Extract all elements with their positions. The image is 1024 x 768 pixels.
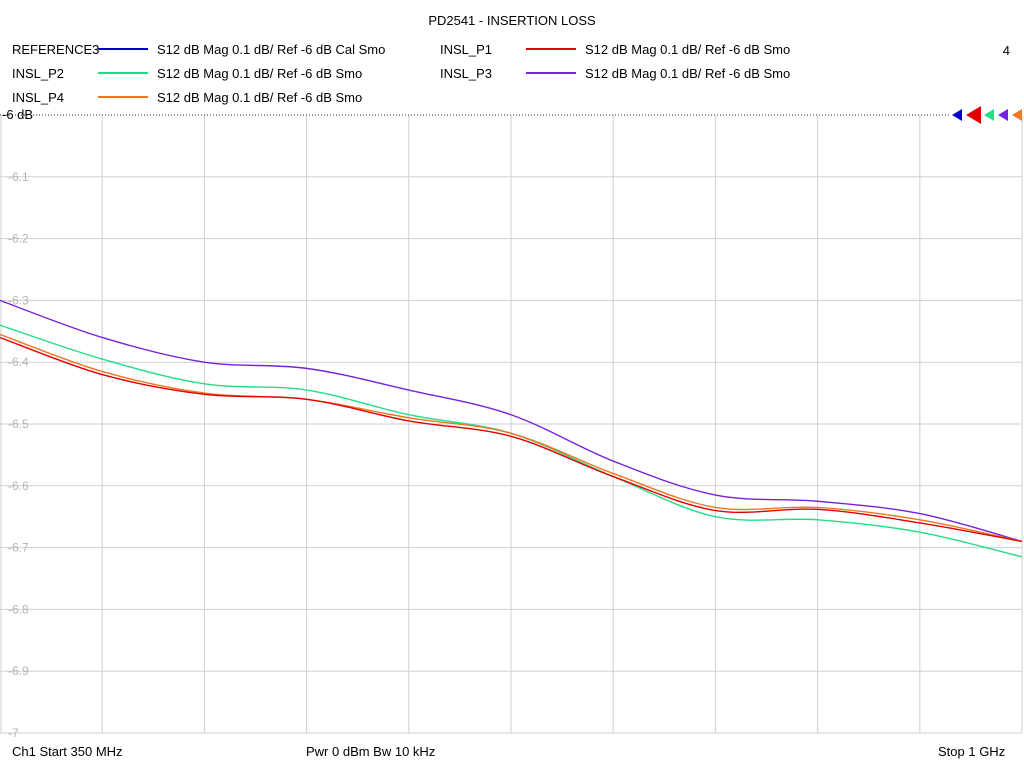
trace-insl-p3 [0, 299, 1023, 543]
legend-swatch-reference3 [98, 48, 148, 50]
traces [0, 299, 1023, 558]
trace-insl-p1 [0, 336, 1023, 543]
legend-desc-insl-p1: S12 dB Mag 0.1 dB/ Ref -6 dB Smo [585, 42, 791, 57]
y-tick-label: -6.7 [8, 541, 29, 555]
ref-marker-insl-p3 [998, 109, 1008, 121]
y-tick-label: -6.8 [8, 602, 29, 616]
legend-swatch-insl-p3 [526, 72, 576, 74]
legend-desc-reference3: S12 dB Mag 0.1 dB/ Ref -6 dB Cal Smo [157, 42, 386, 57]
y-tick-label: -7 [8, 726, 19, 740]
y-tick-label: -6.2 [8, 232, 29, 246]
ref-marker-reference3 [952, 109, 962, 121]
ref-marker-insl-p2 [984, 109, 994, 121]
plot-area[interactable]: -6 dB -6.1 -6.2 -6.3 -6.4 -6.5 -6.6 -6.7 -6.8 -6.… [0, 0, 1024, 740]
y-tick-label: -6.4 [8, 355, 29, 369]
legend-name-insl-p2[interactable]: INSL_P2 [12, 66, 65, 81]
legend-swatch-insl-p1 [526, 48, 576, 50]
legend-name-insl-p1[interactable]: INSL_P1 [440, 42, 493, 57]
status-power-bandwidth[interactable]: Pwr 0 dBm Bw 10 kHz [306, 744, 436, 759]
legend-swatch-insl-p4 [98, 96, 148, 98]
ref-marker-insl-p1 [966, 106, 981, 124]
y-tick-label: -6.9 [8, 664, 29, 678]
y-tick-label: -6.1 [8, 170, 29, 184]
ref-marker-insl-p4 [1012, 109, 1022, 121]
legend-name-insl-p3[interactable]: INSL_P3 [440, 66, 493, 81]
chart-title: PD2541 - INSERTION LOSS [428, 13, 596, 28]
legend-swatch-insl-p2 [98, 72, 148, 74]
legend-desc-insl-p2: S12 dB Mag 0.1 dB/ Ref -6 dB Smo [157, 66, 363, 81]
legend-desc-insl-p4: S12 dB Mag 0.1 dB/ Ref -6 dB Smo [157, 90, 363, 105]
legend-name-insl-p4[interactable]: INSL_P4 [12, 90, 65, 105]
y-tick-labels: -6 dB -6.1 -6.2 -6.3 -6.4 -6.5 -6.6 -6.7 -6.8 -6.… [2, 107, 33, 740]
legend-name-reference3[interactable]: REFERENCE3 [12, 42, 100, 57]
legend-desc-insl-p3: S12 dB Mag 0.1 dB/ Ref -6 dB Smo [585, 66, 791, 81]
status-start[interactable]: Ch1 Start 350 MHz [12, 744, 123, 759]
status-stop[interactable]: Stop 1 GHz [938, 744, 1006, 759]
y-tick-label: -6.6 [8, 479, 29, 493]
y-tick-label: -6.5 [8, 417, 29, 431]
grid [0, 114, 1023, 734]
window-number: 4 [1002, 43, 1010, 58]
y-tick-label: -6.3 [8, 293, 29, 307]
ref-level-label: -6 dB [2, 107, 33, 122]
trace-insl-p4 [0, 333, 1023, 543]
ref-markers [952, 106, 1022, 124]
